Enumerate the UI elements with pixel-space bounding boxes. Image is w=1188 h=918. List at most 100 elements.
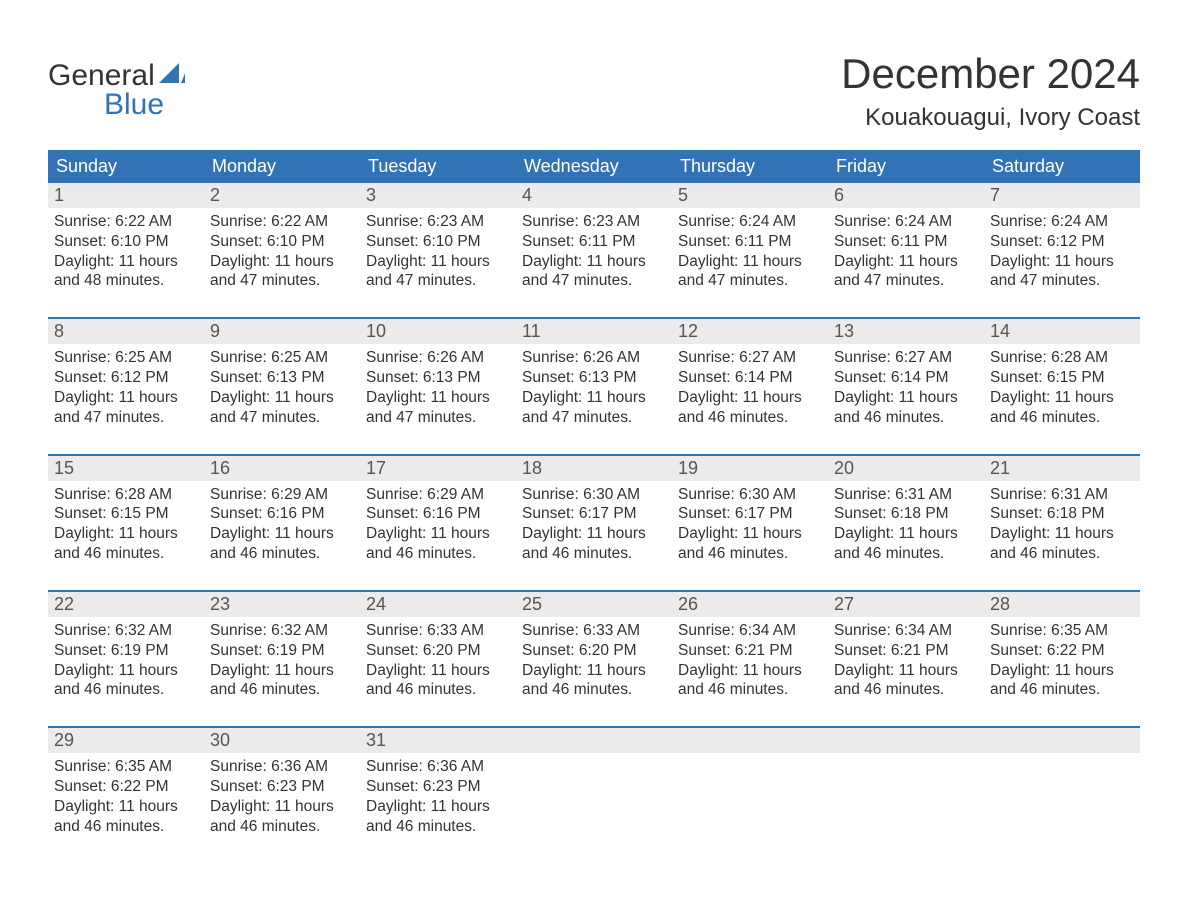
daylight-line2: and 46 minutes. <box>990 680 1134 700</box>
sunrise-text: Sunrise: 6:34 AM <box>834 621 978 641</box>
daylight-line2: and 46 minutes. <box>834 680 978 700</box>
day-cell <box>672 753 828 862</box>
day-number: 16 <box>204 456 360 481</box>
sunset-text: Sunset: 6:22 PM <box>990 641 1134 661</box>
daylight-line2: and 46 minutes. <box>834 544 978 564</box>
daylight-line2: and 46 minutes. <box>54 680 198 700</box>
daylight-line1: Daylight: 11 hours <box>522 661 666 681</box>
day-number: 22 <box>48 592 204 617</box>
day-cell: Sunrise: 6:34 AMSunset: 6:21 PMDaylight:… <box>828 617 984 726</box>
day-number: 9 <box>204 319 360 344</box>
sunset-text: Sunset: 6:18 PM <box>834 504 978 524</box>
day-number: 29 <box>48 728 204 753</box>
logo-word1-line: General <box>48 60 185 91</box>
daylight-line1: Daylight: 11 hours <box>54 388 198 408</box>
daylight-line2: and 46 minutes. <box>990 544 1134 564</box>
sunset-text: Sunset: 6:10 PM <box>210 232 354 252</box>
daylight-line2: and 46 minutes. <box>54 817 198 837</box>
day-number <box>984 728 1140 753</box>
sunrise-text: Sunrise: 6:23 AM <box>522 212 666 232</box>
daylight-line2: and 47 minutes. <box>366 271 510 291</box>
sunrise-text: Sunrise: 6:25 AM <box>54 348 198 368</box>
day-cell: Sunrise: 6:31 AMSunset: 6:18 PMDaylight:… <box>828 481 984 590</box>
daylight-line2: and 46 minutes. <box>990 408 1134 428</box>
day-cell: Sunrise: 6:23 AMSunset: 6:10 PMDaylight:… <box>360 208 516 317</box>
daylight-line2: and 46 minutes. <box>54 544 198 564</box>
daylight-line2: and 47 minutes. <box>834 271 978 291</box>
week-row: 293031Sunrise: 6:35 AMSunset: 6:22 PMDay… <box>48 726 1140 862</box>
day-cell: Sunrise: 6:29 AMSunset: 6:16 PMDaylight:… <box>360 481 516 590</box>
day-cell: Sunrise: 6:33 AMSunset: 6:20 PMDaylight:… <box>360 617 516 726</box>
sunset-text: Sunset: 6:15 PM <box>990 368 1134 388</box>
weekday-header: Tuesday <box>360 150 516 183</box>
sunrise-text: Sunrise: 6:33 AM <box>522 621 666 641</box>
day-number: 21 <box>984 456 1140 481</box>
sunset-text: Sunset: 6:17 PM <box>522 504 666 524</box>
day-cell: Sunrise: 6:26 AMSunset: 6:13 PMDaylight:… <box>516 344 672 453</box>
day-number: 17 <box>360 456 516 481</box>
sunset-text: Sunset: 6:17 PM <box>678 504 822 524</box>
day-number <box>516 728 672 753</box>
daylight-line1: Daylight: 11 hours <box>990 252 1134 272</box>
day-number: 4 <box>516 183 672 208</box>
sunrise-text: Sunrise: 6:26 AM <box>366 348 510 368</box>
sunset-text: Sunset: 6:16 PM <box>366 504 510 524</box>
day-cell <box>516 753 672 862</box>
sunrise-text: Sunrise: 6:36 AM <box>210 757 354 777</box>
day-number: 3 <box>360 183 516 208</box>
logo: General Blue <box>48 50 185 119</box>
day-cell: Sunrise: 6:24 AMSunset: 6:11 PMDaylight:… <box>828 208 984 317</box>
sunrise-text: Sunrise: 6:30 AM <box>522 485 666 505</box>
daylight-line2: and 47 minutes. <box>54 408 198 428</box>
daylight-line1: Daylight: 11 hours <box>990 388 1134 408</box>
sunset-text: Sunset: 6:14 PM <box>678 368 822 388</box>
sunrise-text: Sunrise: 6:25 AM <box>210 348 354 368</box>
header: General Blue December 2024 Kouakouagui, … <box>48 50 1140 132</box>
sunrise-text: Sunrise: 6:24 AM <box>834 212 978 232</box>
daylight-line2: and 46 minutes. <box>366 544 510 564</box>
sunset-text: Sunset: 6:10 PM <box>54 232 198 252</box>
page-title: December 2024 <box>841 50 1140 98</box>
daylight-line1: Daylight: 11 hours <box>54 252 198 272</box>
day-cell: Sunrise: 6:34 AMSunset: 6:21 PMDaylight:… <box>672 617 828 726</box>
daylight-line1: Daylight: 11 hours <box>54 661 198 681</box>
daynum-row: 15161718192021 <box>48 456 1140 481</box>
week-row: 22232425262728Sunrise: 6:32 AMSunset: 6:… <box>48 590 1140 726</box>
daylight-line2: and 47 minutes. <box>678 271 822 291</box>
daylight-line1: Daylight: 11 hours <box>210 524 354 544</box>
daylight-line2: and 47 minutes. <box>990 271 1134 291</box>
sunrise-text: Sunrise: 6:26 AM <box>522 348 666 368</box>
daylight-line1: Daylight: 11 hours <box>522 524 666 544</box>
daylight-line2: and 46 minutes. <box>522 544 666 564</box>
daylight-line1: Daylight: 11 hours <box>210 388 354 408</box>
sunrise-text: Sunrise: 6:29 AM <box>366 485 510 505</box>
daylight-line1: Daylight: 11 hours <box>678 388 822 408</box>
daylight-line2: and 46 minutes. <box>678 680 822 700</box>
daylight-line1: Daylight: 11 hours <box>210 797 354 817</box>
day-number: 19 <box>672 456 828 481</box>
sunset-text: Sunset: 6:11 PM <box>522 232 666 252</box>
daynum-row: 1234567 <box>48 183 1140 208</box>
day-number: 10 <box>360 319 516 344</box>
weekday-header: Saturday <box>984 150 1140 183</box>
day-cell: Sunrise: 6:23 AMSunset: 6:11 PMDaylight:… <box>516 208 672 317</box>
sunrise-text: Sunrise: 6:29 AM <box>210 485 354 505</box>
daylight-line1: Daylight: 11 hours <box>210 661 354 681</box>
daylight-line2: and 46 minutes. <box>834 408 978 428</box>
day-number: 23 <box>204 592 360 617</box>
daylight-line2: and 47 minutes. <box>522 408 666 428</box>
day-number: 12 <box>672 319 828 344</box>
day-cell: Sunrise: 6:36 AMSunset: 6:23 PMDaylight:… <box>360 753 516 862</box>
sunset-text: Sunset: 6:16 PM <box>210 504 354 524</box>
weekday-header-row: Sunday Monday Tuesday Wednesday Thursday… <box>48 150 1140 183</box>
sunset-text: Sunset: 6:23 PM <box>366 777 510 797</box>
day-cell: Sunrise: 6:30 AMSunset: 6:17 PMDaylight:… <box>672 481 828 590</box>
day-cell: Sunrise: 6:27 AMSunset: 6:14 PMDaylight:… <box>672 344 828 453</box>
day-number: 27 <box>828 592 984 617</box>
day-number: 26 <box>672 592 828 617</box>
sunset-text: Sunset: 6:23 PM <box>210 777 354 797</box>
weekday-header: Sunday <box>48 150 204 183</box>
day-cell: Sunrise: 6:28 AMSunset: 6:15 PMDaylight:… <box>984 344 1140 453</box>
daylight-line1: Daylight: 11 hours <box>54 797 198 817</box>
day-number: 25 <box>516 592 672 617</box>
